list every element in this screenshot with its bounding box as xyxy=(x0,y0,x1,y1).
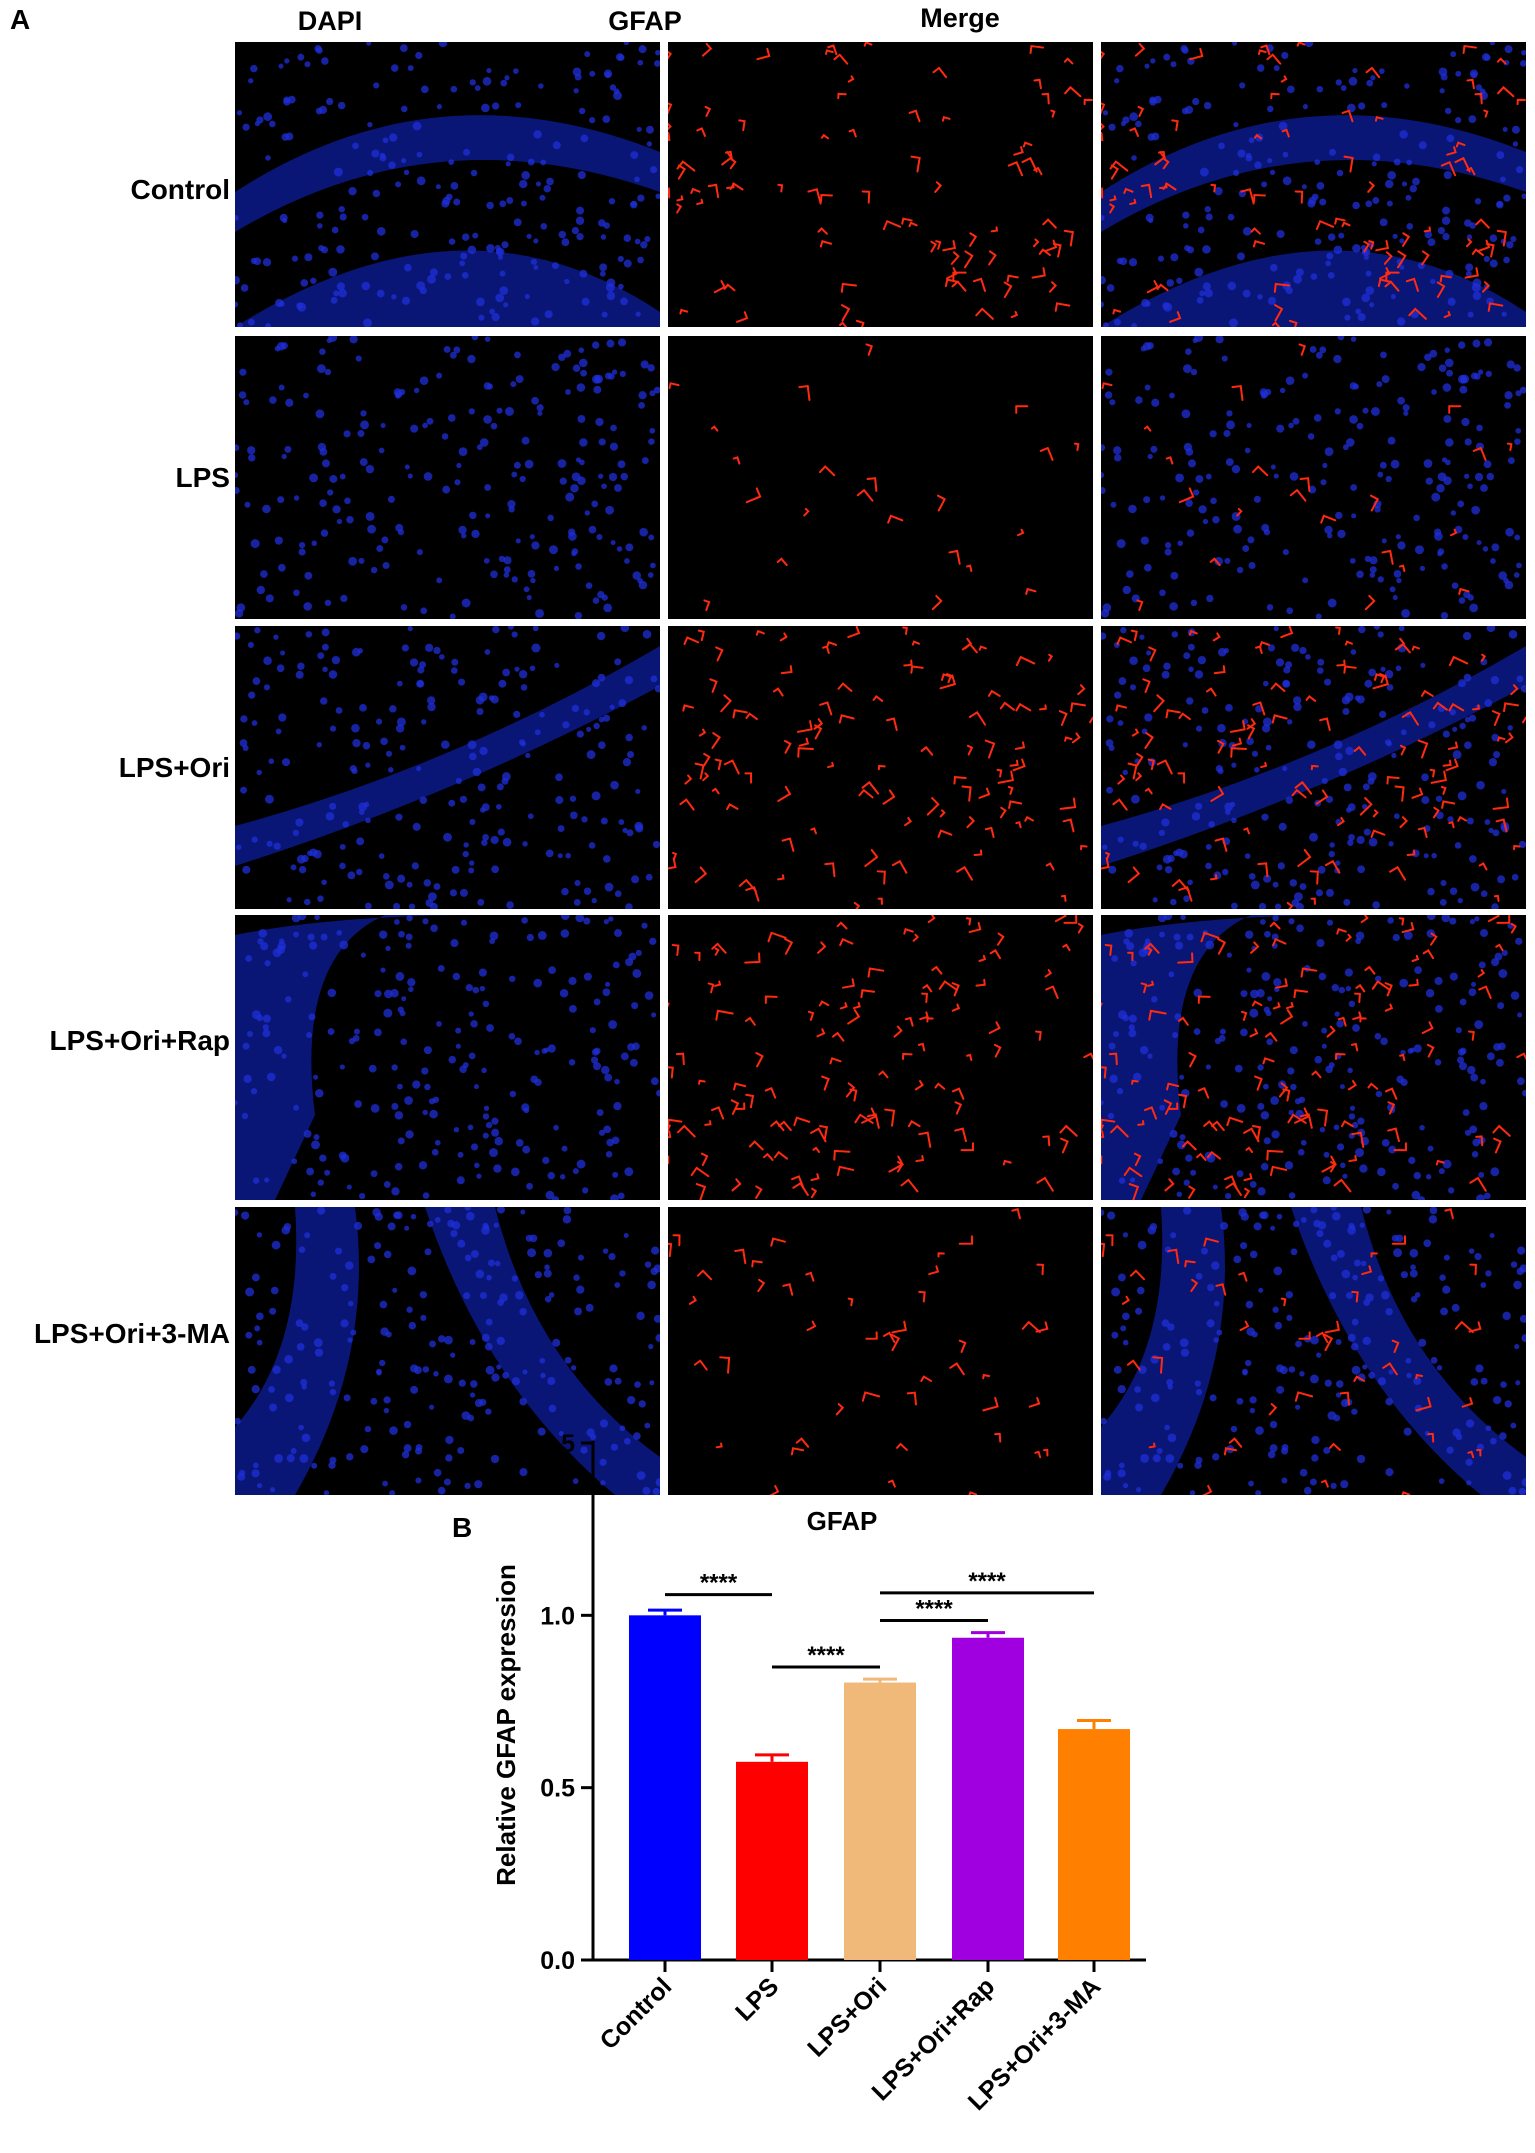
y-axis-label: Relative GFAP expression xyxy=(491,1564,521,1886)
significance-label: **** xyxy=(968,1568,1006,1595)
micrograph-control-dapi xyxy=(235,42,660,327)
chart-axes: 0.0 0.5 1.0 1.5 xyxy=(540,1430,1146,1975)
micrograph-control-merge xyxy=(1101,42,1526,327)
y-tick-label: 0.0 xyxy=(540,1947,575,1975)
micrograph-lps-ori-gfap xyxy=(668,626,1093,909)
column-header-gfap: GFAP xyxy=(608,6,682,36)
y-tick-label: 0.5 xyxy=(540,1775,575,1803)
micrograph-panel: A DAPI GFAP Merge Control LPS LPS+Ori LP… xyxy=(10,3,1526,1495)
bar-control xyxy=(629,1615,701,1960)
significance-label: **** xyxy=(807,1642,845,1669)
micrograph-lps-gfap xyxy=(668,336,1093,619)
column-header-merge: Merge xyxy=(920,3,1000,33)
column-header-dapi: DAPI xyxy=(297,6,363,36)
row-label-lps-ori-rap: LPS+Ori+Rap xyxy=(49,1025,230,1056)
row-label-lps: LPS xyxy=(175,462,230,493)
micrograph-control-gfap xyxy=(668,42,1093,327)
y-tick-label: 1.0 xyxy=(540,1602,575,1630)
micrograph-lps-ori-3ma-dapi xyxy=(235,1207,660,1495)
bar-lps-ori-3-ma xyxy=(1058,1729,1130,1960)
micrograph-lps-ori-3ma-gfap xyxy=(668,1207,1093,1495)
micrograph-lps-merge xyxy=(1101,336,1526,619)
micrograph-lps-ori-rap-dapi xyxy=(235,915,660,1200)
chart-title: GFAP xyxy=(807,1506,878,1536)
bar-lps xyxy=(736,1761,808,1960)
x-tick-label: LPS xyxy=(730,1972,784,2026)
panel-letter-b: B xyxy=(452,1512,472,1543)
panel-letter-a: A xyxy=(10,4,31,35)
significance-brackets: **** **** **** **** xyxy=(665,1568,1094,1669)
micrograph-lps-ori-dapi xyxy=(235,626,660,909)
bar-lps-ori-rap xyxy=(952,1637,1024,1960)
row-label-lps-ori: LPS+Ori xyxy=(118,752,230,783)
micrograph-lps-ori-3ma-merge xyxy=(1101,1207,1526,1495)
micrograph-lps-dapi xyxy=(235,336,660,619)
micrograph-lps-ori-rap-merge xyxy=(1101,915,1526,1200)
significance-label: **** xyxy=(915,1596,953,1623)
bar-lps-ori xyxy=(844,1682,916,1960)
micrograph-lps-ori-merge xyxy=(1101,626,1526,909)
row-label-lps-ori-3ma: LPS+Ori+3-MA xyxy=(33,1318,230,1349)
y-tick-label: 1.5 xyxy=(540,1430,575,1458)
micrograph-lps-ori-rap-gfap xyxy=(668,915,1093,1200)
chart-bars xyxy=(629,1608,1130,1960)
significance-label: **** xyxy=(700,1570,738,1597)
x-tick-label: LPS+Ori xyxy=(802,1972,892,2062)
x-tick-label: Control xyxy=(595,1972,678,2055)
row-label-control: Control xyxy=(130,174,230,205)
